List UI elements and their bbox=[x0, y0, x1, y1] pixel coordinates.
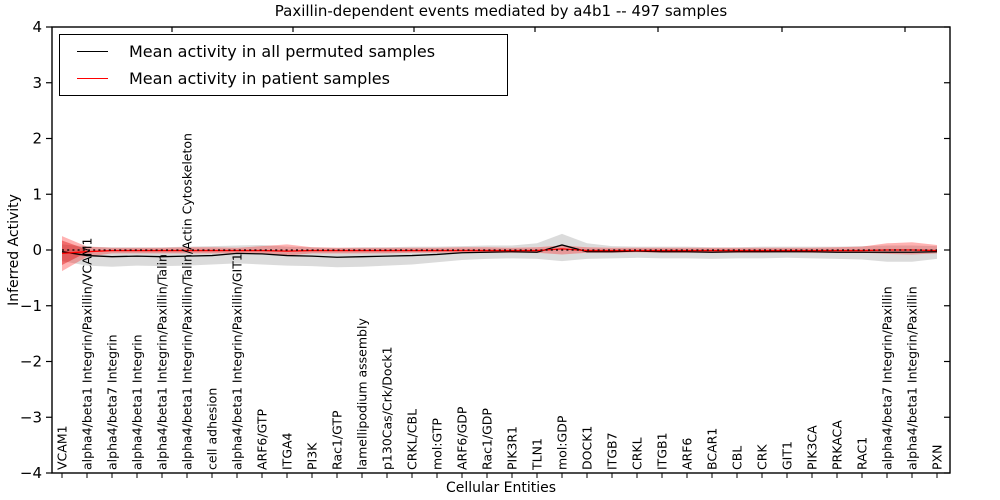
x-category-label: lamellipodium assembly bbox=[355, 318, 370, 470]
x-category-label: Rac1/GTP bbox=[330, 410, 345, 470]
x-category-label: BCAR1 bbox=[705, 428, 720, 470]
x-category-label: ARF6/GDP bbox=[455, 406, 470, 470]
x-category-label: PI3K bbox=[305, 442, 320, 470]
x-category-label: ITGB1 bbox=[655, 432, 670, 470]
legend-entry-permuted: Mean activity in all permuted samples bbox=[60, 42, 507, 61]
x-category-label: alpha4/beta7 Integrin bbox=[105, 334, 120, 470]
x-category-label: ITGB7 bbox=[605, 432, 620, 470]
y-tick-label: −4 bbox=[20, 464, 42, 482]
x-category-label: alpha4/beta1 Integrin/Paxillin/VCAM1 bbox=[80, 238, 95, 470]
x-category-label: ARF6 bbox=[680, 438, 695, 470]
x-category-label: CRKL/CBL bbox=[405, 409, 420, 470]
x-category-label: alpha4/beta1 Integrin/Paxillin bbox=[905, 286, 920, 470]
x-category-label: VCAM1 bbox=[55, 425, 70, 470]
x-category-label: RAC1 bbox=[855, 437, 870, 470]
x-axis-title: Cellular Entities bbox=[445, 480, 557, 496]
x-category-label: CRKL bbox=[630, 437, 645, 470]
y-tick-labels: −4 −3 −2 −1 0 1 2 3 4 bbox=[20, 18, 950, 482]
x-category-label: CRK bbox=[755, 444, 770, 470]
x-category-label: alpha4/beta1 Integrin/Paxillin/Talin bbox=[155, 254, 170, 470]
permuted-line-swatch bbox=[77, 51, 108, 53]
x-category-label: PRKACA bbox=[830, 420, 845, 470]
legend-entry-patient: Mean activity in patient samples bbox=[60, 69, 507, 88]
legend-label-patient: Mean activity in patient samples bbox=[129, 68, 390, 88]
x-category-label: CBL bbox=[730, 446, 745, 470]
y-tick-label: −3 bbox=[20, 408, 42, 426]
x-category-labels: VCAM1 alpha4/beta1 Integrin/Paxillin/VCAM… bbox=[55, 133, 945, 478]
y-tick-label: 1 bbox=[32, 185, 42, 203]
x-category-label: p130Cas/Crk/Dock1 bbox=[380, 346, 395, 470]
x-category-label: alpha4/beta1 Integrin/Paxillin/GIT1 bbox=[230, 253, 245, 470]
x-category-label: PIK3R1 bbox=[505, 426, 520, 470]
y-tick-label: 4 bbox=[32, 18, 42, 36]
x-category-label: Rac1/GDP bbox=[480, 408, 495, 470]
x-category-label: mol:GDP bbox=[555, 415, 570, 470]
x-category-label: ARF6/GTP bbox=[255, 409, 270, 470]
top-ticks bbox=[171, 27, 906, 32]
y-tick-label: 0 bbox=[32, 241, 42, 259]
patient-line-swatch bbox=[77, 77, 108, 79]
x-category-label: DOCK1 bbox=[580, 426, 595, 470]
x-category-label: alpha4/beta1 Integrin bbox=[130, 334, 145, 470]
permuted-mean-line bbox=[61, 244, 938, 258]
y-axis-title: Inferred Activity bbox=[6, 194, 22, 306]
x-category-label: PIK3CA bbox=[805, 425, 820, 470]
x-category-label: cell adhesion bbox=[205, 388, 220, 470]
x-category-label: alpha4/beta7 Integrin/Paxillin bbox=[880, 286, 895, 470]
x-category-label: TLN1 bbox=[530, 438, 545, 471]
chart-title: Paxillin-dependent events mediated by a4… bbox=[274, 2, 728, 20]
y-tick-label: 3 bbox=[32, 74, 42, 92]
x-category-label: GIT1 bbox=[780, 441, 795, 470]
x-category-label: ITGA4 bbox=[280, 432, 295, 470]
y-tick-label: 2 bbox=[32, 130, 42, 148]
x-category-label: alpha4/beta1 Integrin/Paxillin/Talin/Act… bbox=[180, 133, 195, 470]
legend-label-permuted: Mean activity in all permuted samples bbox=[129, 42, 436, 62]
x-category-label: PXN bbox=[930, 445, 945, 470]
x-category-label: mol:GTP bbox=[430, 418, 445, 470]
y-tick-label: −1 bbox=[20, 297, 42, 315]
y-tick-label: −2 bbox=[20, 353, 42, 371]
legend: Mean activity in all permuted samples Me… bbox=[59, 34, 508, 96]
